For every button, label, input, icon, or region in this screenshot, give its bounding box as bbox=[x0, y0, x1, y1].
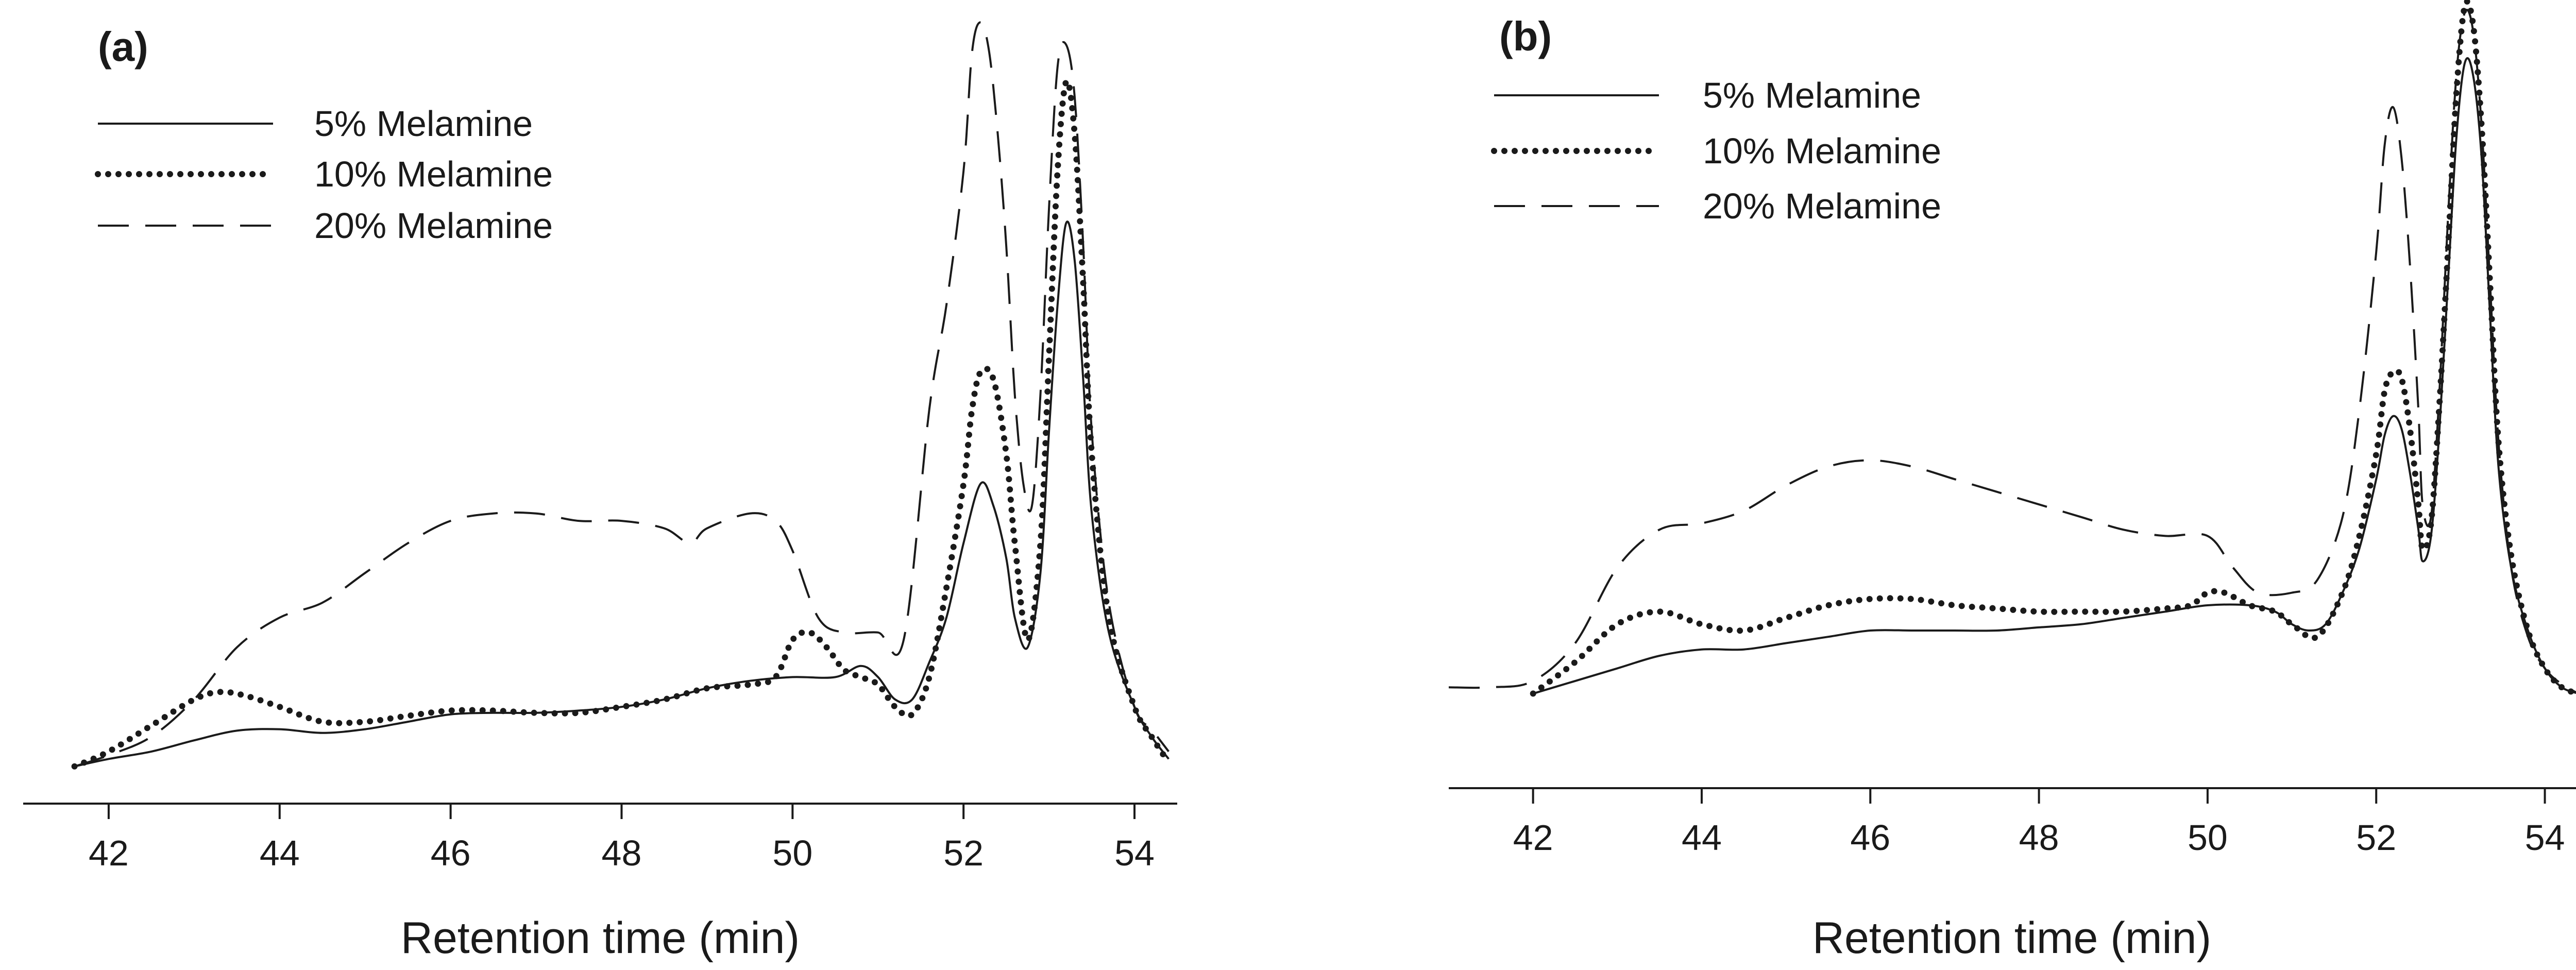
series-line-dotted bbox=[71, 78, 1172, 770]
x-axis-title-b: Retention time (min) bbox=[1812, 913, 2211, 963]
x-axis-title-a: Retention time (min) bbox=[401, 913, 800, 963]
x-tick-label-48: 48 bbox=[602, 833, 642, 873]
series-line-dashed bbox=[1448, 9, 2576, 694]
legend-a: 5% Melamine 10% Melamine 20% Melamine bbox=[95, 104, 553, 246]
x-ticks-b: 42 44 46 48 50 52 54 bbox=[1513, 788, 2565, 858]
legend-a-label-20: 20% Melamine bbox=[314, 206, 553, 246]
legend-a-label-5: 5% Melamine bbox=[314, 104, 533, 144]
x-tick-label-54: 54 bbox=[2525, 818, 2565, 858]
x-tick-label-44: 44 bbox=[1682, 818, 1722, 858]
panel-a: (a) 5% Melamine 10% Melamine 20% Melamin… bbox=[23, 21, 1177, 963]
x-tick-label-48: 48 bbox=[2019, 818, 2059, 858]
series-line-dotted bbox=[1530, 0, 2576, 697]
x-tick-label-46: 46 bbox=[431, 833, 471, 873]
series-line-solid bbox=[74, 220, 1170, 768]
series-line-solid bbox=[1533, 57, 2576, 695]
panel-b: (b) 5% Melamine 10% Melamine 20% Melamin… bbox=[1448, 0, 2576, 963]
legend-b-label-20: 20% Melamine bbox=[1703, 186, 1941, 226]
x-ticks-a: 42 44 46 48 50 52 54 bbox=[89, 804, 1155, 873]
x-tick-label-50: 50 bbox=[772, 833, 812, 873]
legend-b-label-5: 5% Melamine bbox=[1703, 75, 1921, 115]
x-tick-label-44: 44 bbox=[260, 833, 300, 873]
panel-a-label: (a) bbox=[98, 24, 148, 70]
series-a bbox=[71, 21, 1172, 770]
series-b bbox=[1448, 0, 2576, 697]
x-tick-label-52: 52 bbox=[2356, 818, 2396, 858]
legend-a-label-10: 10% Melamine bbox=[314, 154, 553, 194]
legend-b: 5% Melamine 10% Melamine 20% Melamine bbox=[1491, 75, 1941, 226]
x-tick-label-42: 42 bbox=[89, 833, 129, 873]
x-tick-label-42: 42 bbox=[1513, 818, 1553, 858]
x-tick-label-50: 50 bbox=[2188, 818, 2228, 858]
x-tick-label-46: 46 bbox=[1850, 818, 1890, 858]
x-tick-label-52: 52 bbox=[943, 833, 984, 873]
x-tick-label-54: 54 bbox=[1114, 833, 1155, 873]
series-line-dashed bbox=[74, 21, 1170, 768]
panel-b-label: (b) bbox=[1499, 13, 1552, 59]
legend-b-label-10: 10% Melamine bbox=[1703, 131, 1941, 171]
